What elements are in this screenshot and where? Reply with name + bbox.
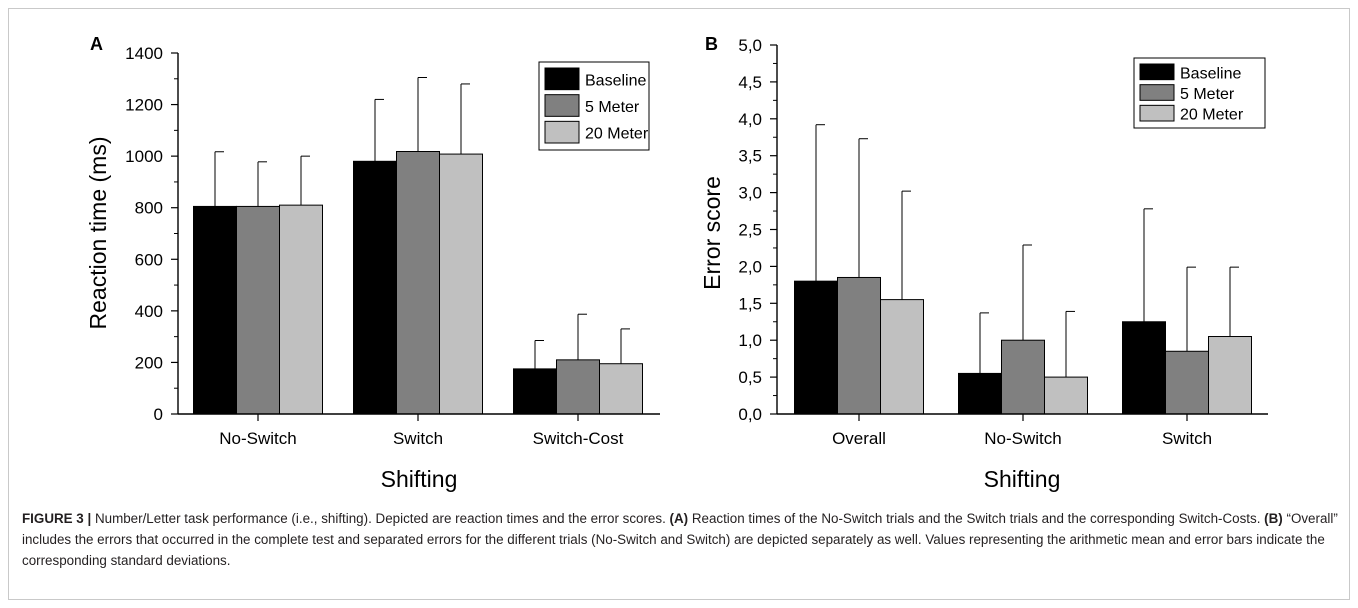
p1-x-axis-title: Shifting: [381, 466, 458, 492]
p2-y-tick-label-1: 0,5: [738, 368, 762, 387]
p2-bar-no-switch-5-meter: [1001, 339, 1045, 415]
p1-panel-label: A: [90, 34, 103, 54]
p2-y-tick-label-9: 4,5: [738, 73, 762, 92]
p2-legend-swatch-baseline: [1139, 63, 1175, 81]
p1-x-tick-label-no-switch: No-Switch: [219, 429, 296, 448]
p1-bar-switch-5-meter: [396, 151, 440, 415]
caption-text-3: “Overall” includes the errors that occur…: [22, 511, 1338, 568]
p2-x-tick-label-overall: Overall: [832, 429, 886, 448]
p2-legend-label-20-meter: 20 Meter: [1180, 107, 1244, 124]
p1-y-tick-label-3: 600: [135, 250, 163, 269]
p2-bar-no-switch-baseline: [958, 372, 1002, 415]
p1-legend-swatch-20-meter: [544, 120, 580, 144]
p1-x-tick-label-switch-cost: Switch-Cost: [533, 429, 624, 448]
caption-label-a: (A): [669, 511, 689, 526]
p1-bar-no-switch-5-meter: [236, 205, 280, 415]
p2-panel-label: B: [705, 34, 718, 54]
p2-y-tick-label-0: 0,0: [738, 405, 762, 424]
p1-bar-switch-cost-5-meter: [556, 359, 600, 415]
p2-y-tick-label-5: 2,5: [738, 221, 762, 240]
p1-y-tick-label-2: 400: [135, 302, 163, 321]
figure-caption: FIGURE 3 | Number/Letter task performanc…: [22, 508, 1342, 571]
p2-y-tick-label-8: 4,0: [738, 110, 762, 129]
p1-y-tick-label-0: 0: [154, 405, 163, 424]
figure-charts: No-Switch Switch Switch-Cost 0 200 400 600 800 1…: [85, 34, 1268, 492]
caption-label-b: (B): [1264, 511, 1283, 526]
p1-bar-switch-cost-20-meter: [599, 363, 643, 415]
p1-y-tick-label-7: 1400: [125, 44, 163, 63]
p2-y-tick-label-2: 1,0: [738, 331, 762, 350]
p2-bar-no-switch-20-meter: [1044, 376, 1088, 415]
p2-x-tick-label-no-switch: No-Switch: [984, 429, 1061, 448]
p2-bar-overall-baseline: [794, 280, 838, 415]
p1-y-tick-label-5: 1000: [125, 147, 163, 166]
p2-bar-switch-baseline: [1122, 321, 1166, 415]
p1-legend-swatch-5-meter: [544, 94, 580, 117]
p1-legend-swatch-baseline: [544, 67, 580, 91]
p1-bar-switch-20-meter: [439, 153, 483, 415]
figure-frame: [8, 8, 1350, 600]
p2-legend-label-baseline: Baseline: [1180, 65, 1241, 82]
p1-legend-label-baseline: Baseline: [585, 72, 646, 89]
caption-text-2: Reaction times of the No-Switch trials a…: [688, 511, 1265, 526]
p2-x-tick-label-switch: Switch: [1162, 429, 1212, 448]
p1-bar-no-switch-20-meter: [279, 204, 323, 415]
p2-bar-overall-5-meter: [837, 276, 881, 415]
caption-text-1: Number/Letter task performance (i.e., sh…: [91, 511, 670, 526]
p2-y-tick-label-4: 2,0: [738, 257, 762, 276]
p1-y-tick-label-1: 200: [135, 353, 163, 372]
caption-figure-label: FIGURE 3 |: [22, 511, 92, 526]
p1-x-tick-label-switch: Switch: [393, 429, 443, 448]
p1-y-tick-label-4: 800: [135, 199, 163, 218]
p2-y-tick-label-10: 5,0: [738, 36, 762, 55]
p2-y-tick-label-7: 3,5: [738, 147, 762, 166]
p1-bar-switch-baseline: [353, 160, 397, 415]
p2-y-axis-title: Error score: [699, 176, 725, 290]
p2-y-tick-label-3: 1,5: [738, 294, 762, 313]
p2-bar-switch-20-meter: [1208, 336, 1252, 415]
p2-x-axis-title: Shifting: [984, 466, 1061, 492]
p1-y-axis-title: Reaction time (ms): [85, 137, 111, 330]
p1-bar-no-switch-baseline: [193, 205, 237, 415]
p2-legend-swatch-5-meter: [1139, 84, 1175, 101]
p1-legend-label-20-meter: 20 Meter: [585, 126, 649, 143]
p2-bar-switch-5-meter: [1165, 350, 1209, 415]
p1-y-tick-label-6: 1200: [125, 96, 163, 115]
p2-legend-label-5-meter: 5 Meter: [1180, 86, 1235, 103]
p2-y-tick-label-6: 3,0: [738, 184, 762, 203]
p2-legend-swatch-20-meter: [1139, 104, 1175, 122]
p1-bar-switch-cost-baseline: [513, 368, 557, 415]
p2-bar-overall-20-meter: [880, 299, 924, 415]
p1-legend-label-5-meter: 5 Meter: [585, 99, 640, 116]
